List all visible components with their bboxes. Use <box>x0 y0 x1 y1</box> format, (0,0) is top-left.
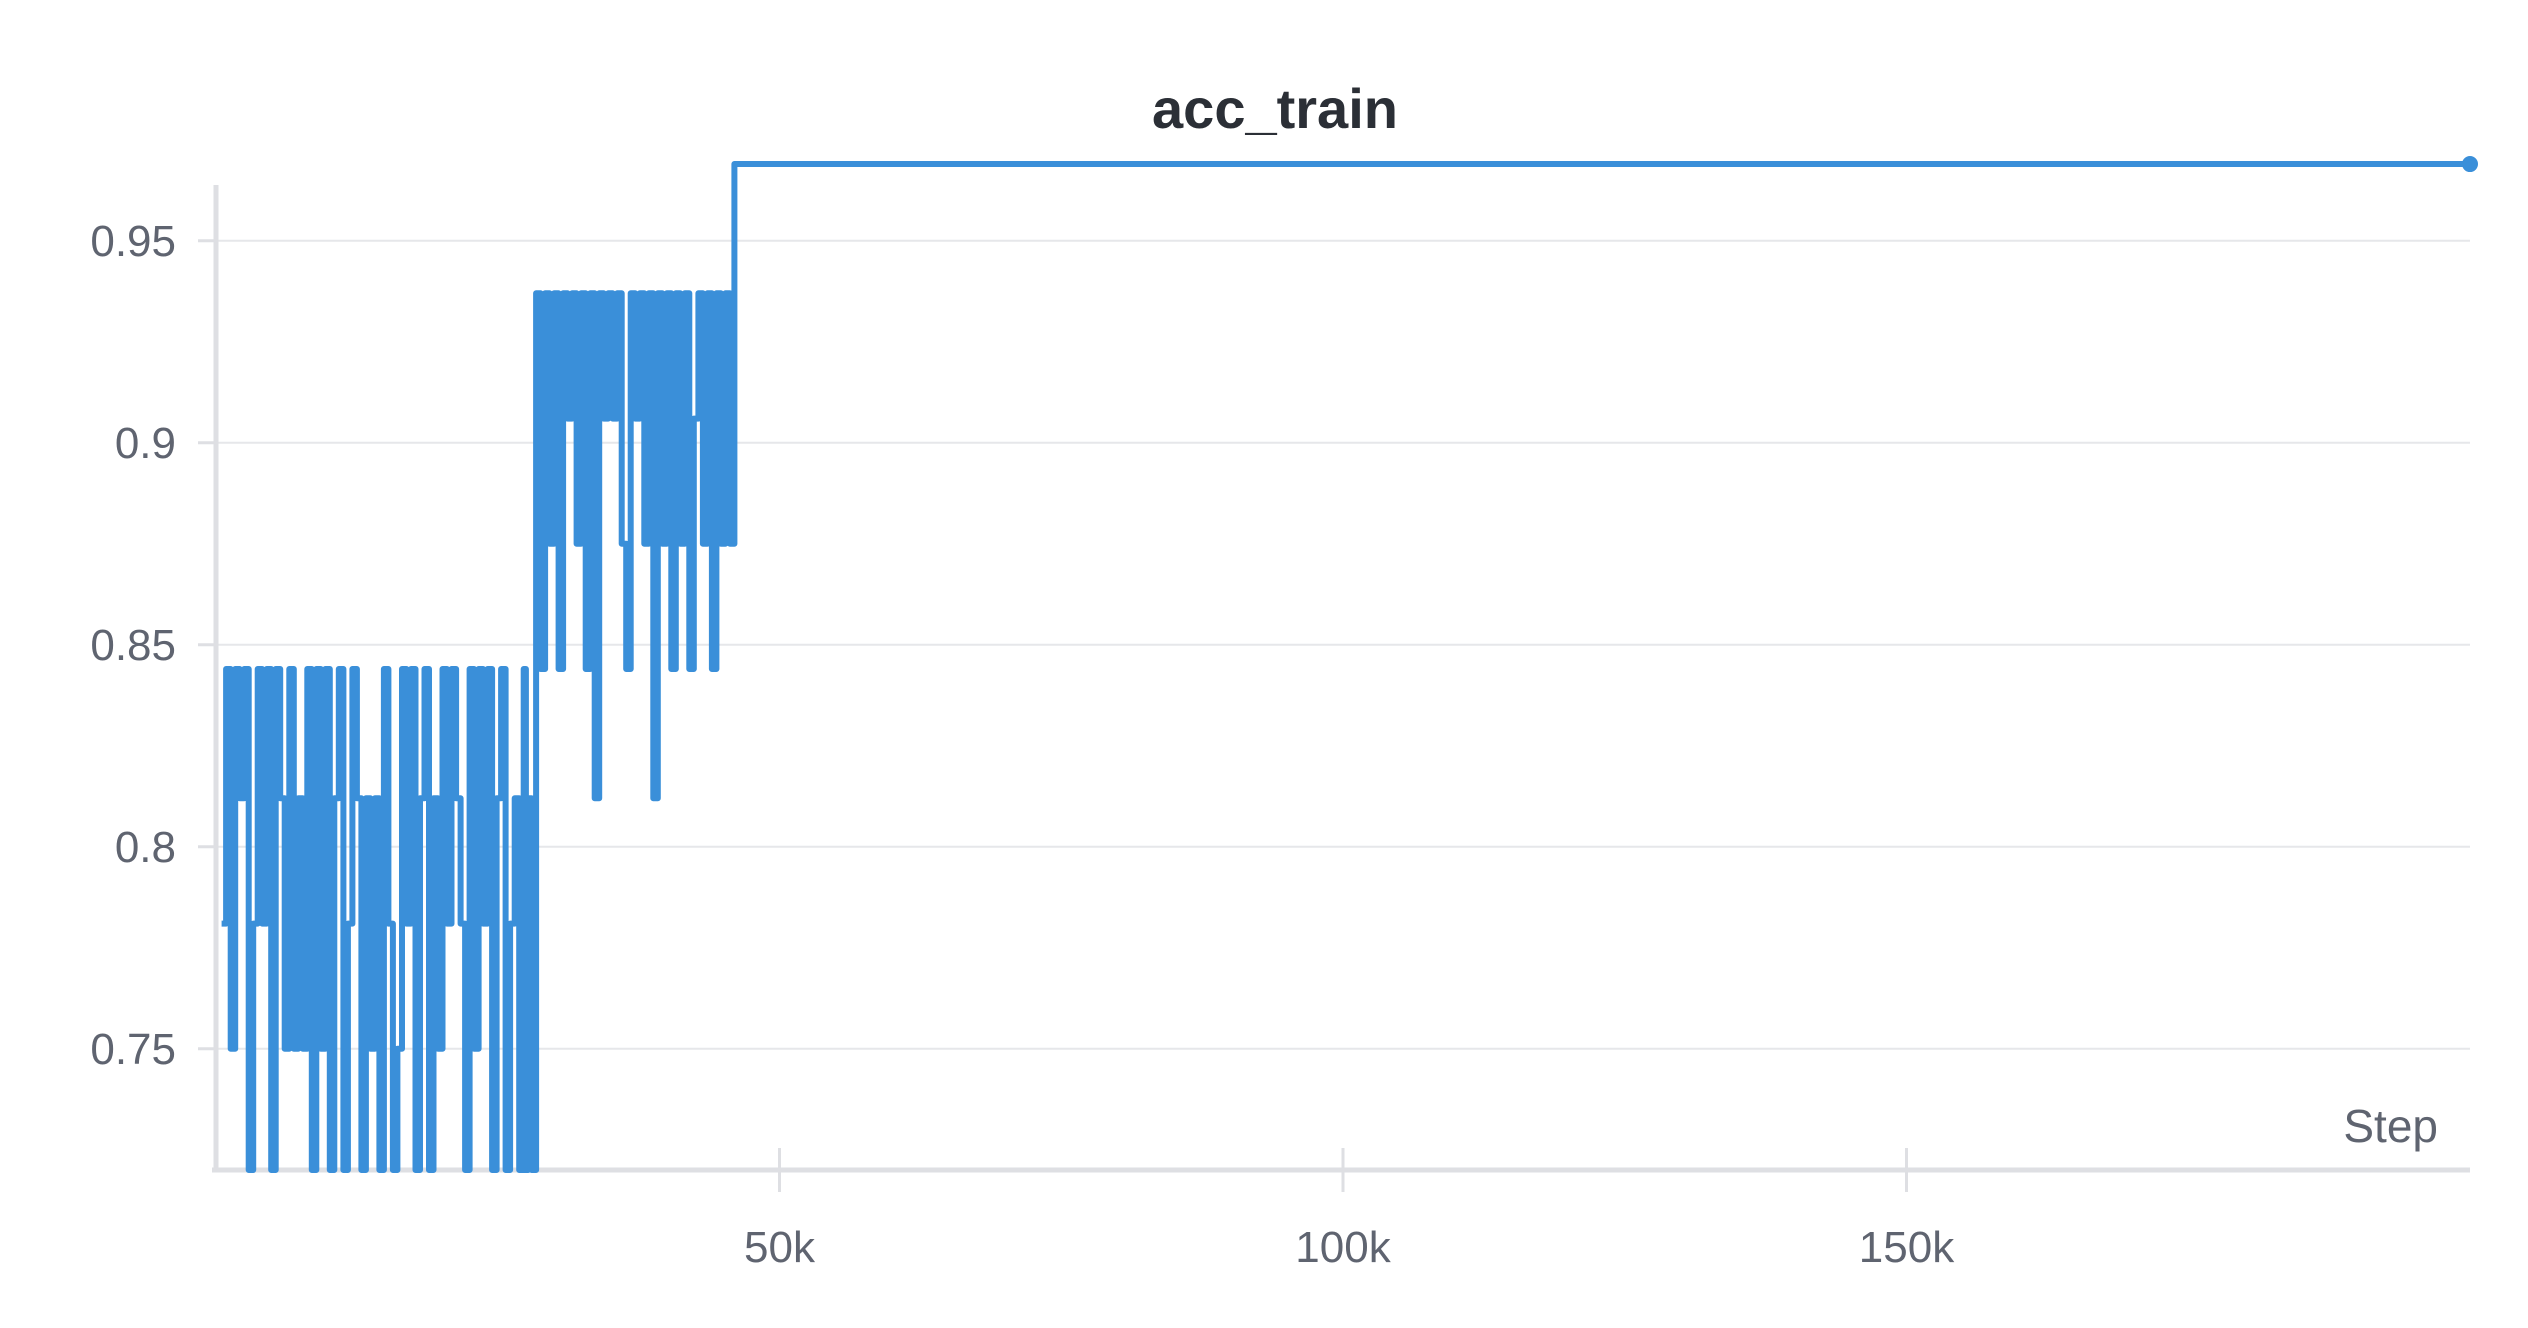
x-tick-label-2: 150k <box>1859 1223 1955 1272</box>
y-tick-label-0: 0.75 <box>90 1025 176 1074</box>
series-end-point-0 <box>2462 156 2478 173</box>
y-tick-label-2: 0.85 <box>90 621 176 670</box>
y-tick-label-1: 0.8 <box>115 823 176 872</box>
axes <box>198 185 2470 1192</box>
x-tick-label-1: 100k <box>1295 1223 1391 1272</box>
x-tick-label-0: 50k <box>744 1223 816 1272</box>
series-line-0 <box>221 161 2470 1173</box>
x-axis-label: Step <box>2343 1100 2438 1152</box>
tick-labels: 0.75 0.8 0.85 0.9 0.95 50k 100k 150k <box>90 217 1955 1272</box>
chart-title: acc_train <box>1152 77 1398 140</box>
series-layer <box>221 156 2478 1173</box>
y-tick-label-3: 0.9 <box>115 419 176 468</box>
y-tick-label-4: 0.95 <box>90 217 176 266</box>
